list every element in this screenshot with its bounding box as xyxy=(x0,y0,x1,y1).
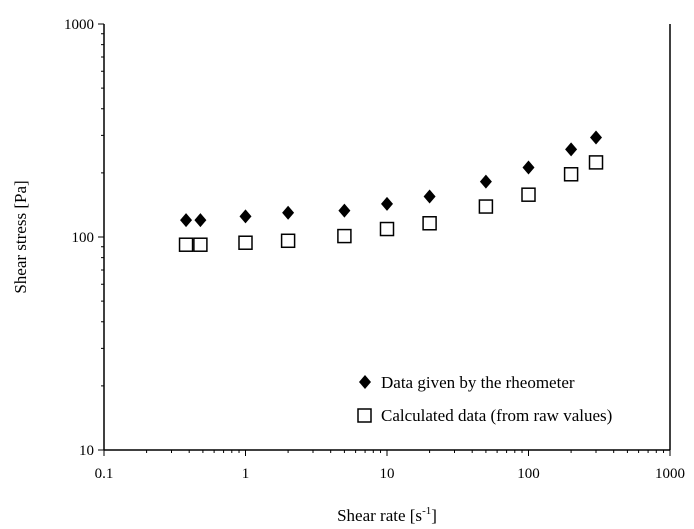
series-layer xyxy=(178,130,604,252)
data-point-diamond xyxy=(479,174,492,189)
series-1 xyxy=(180,130,603,228)
legend-marker-rheometer xyxy=(359,375,371,389)
data-point-diamond xyxy=(423,189,436,204)
x-tick-label: 10 xyxy=(380,466,395,482)
data-point-diamond xyxy=(590,130,603,145)
data-point-diamond xyxy=(522,160,535,175)
y-axis-title: Shear stress [Pa] xyxy=(11,180,30,293)
x-tick-label: 1 xyxy=(242,466,250,482)
y-tick-label: 100 xyxy=(72,230,95,246)
y-tick-label: 10 xyxy=(79,443,94,459)
data-point-diamond xyxy=(338,203,351,218)
data-point-diamond xyxy=(239,209,252,224)
data-point-diamond xyxy=(194,213,207,228)
y-tick-labels: 10 100 1000 xyxy=(64,17,94,459)
data-point-square xyxy=(422,216,437,231)
series-2 xyxy=(178,155,604,252)
legend-label-rheometer: Data given by the rheometer xyxy=(381,373,575,392)
data-point-diamond xyxy=(282,205,295,220)
data-point-square xyxy=(379,221,395,237)
data-point-square xyxy=(588,155,604,170)
data-point-square xyxy=(563,167,579,182)
x-axis-title-main: Shear rate [s xyxy=(337,506,422,525)
legend-marker-calculated xyxy=(357,408,372,423)
y-tick-label: 1000 xyxy=(64,17,94,33)
minor-ticks xyxy=(98,23,671,456)
x-axis-title-suffix: ] xyxy=(431,506,437,525)
x-tick-labels: 0.1 1 10 100 1000 xyxy=(95,466,685,482)
data-point-square xyxy=(521,187,536,202)
data-point-square xyxy=(178,237,194,252)
data-point-square xyxy=(238,235,253,250)
data-point-square xyxy=(280,233,296,249)
legend-label-calculated: Calculated data (from raw values) xyxy=(381,406,612,425)
legend: Data given by the rheometer Calculated d… xyxy=(357,373,612,425)
x-axis-title-superscript: -1 xyxy=(422,505,431,517)
data-point-diamond xyxy=(565,142,578,157)
x-tick-label: 100 xyxy=(517,466,540,482)
x-axis-title: Shear rate [s-1] xyxy=(337,505,437,525)
data-point-square xyxy=(478,199,494,214)
x-tick-label: 0.1 xyxy=(95,466,114,482)
data-point-square xyxy=(193,237,208,252)
data-point-square xyxy=(337,228,352,244)
x-tick-label: 1000 xyxy=(655,466,685,482)
data-point-diamond xyxy=(381,196,393,211)
data-point-diamond xyxy=(180,213,193,228)
